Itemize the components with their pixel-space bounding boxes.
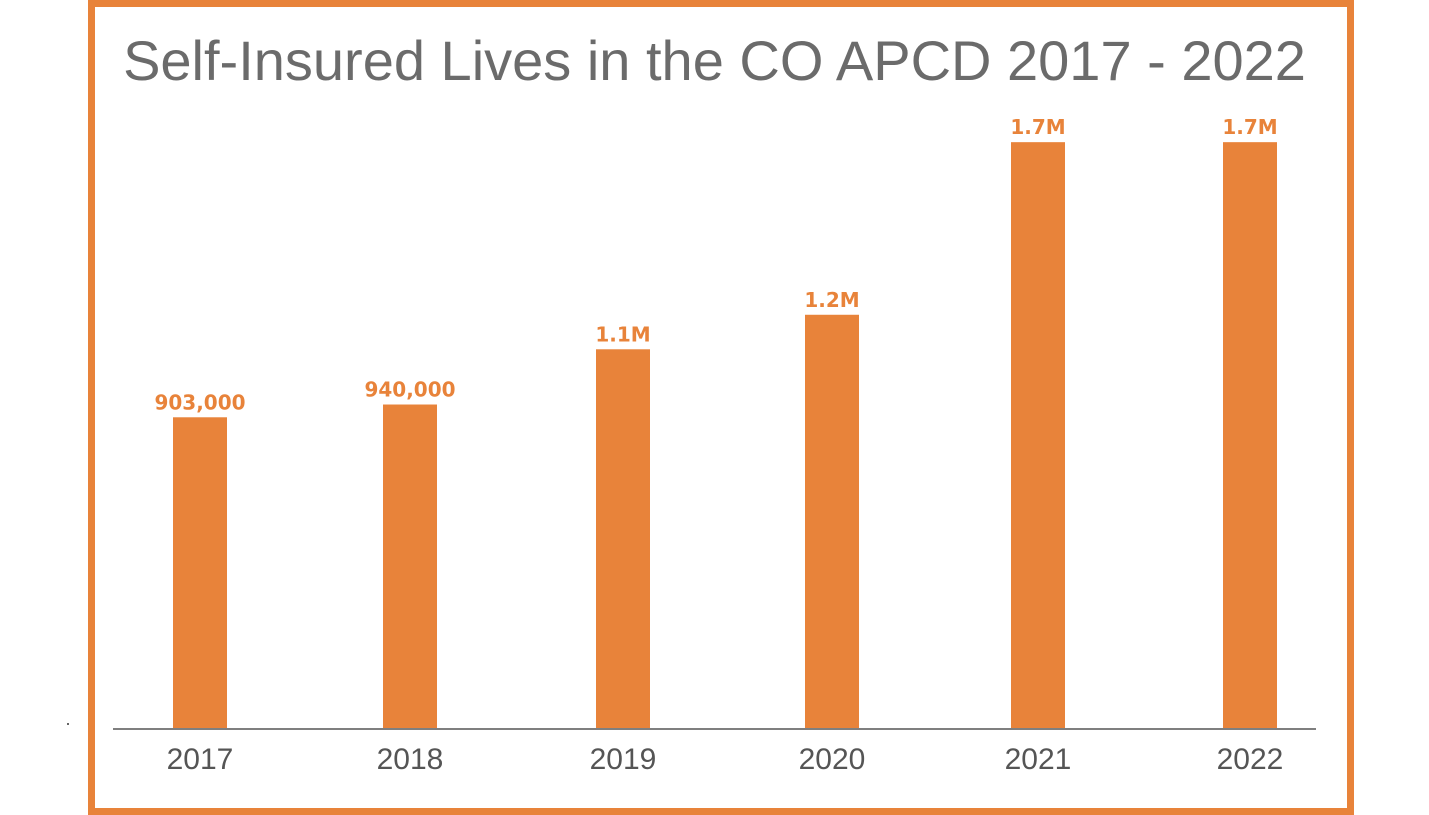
x-tick-label-2019: 2019 [590, 743, 657, 776]
bar-2021 [1011, 142, 1065, 730]
stray-dot [67, 723, 69, 725]
x-tick-label-2021: 2021 [1005, 743, 1072, 776]
data-label-2020: 1.2M [804, 288, 859, 312]
x-tick-labels-group: 2017 2018 2019 2020 2021 2022 [167, 743, 1284, 776]
bar-2017 [173, 417, 227, 729]
x-tick-label-2018: 2018 [377, 743, 444, 776]
data-label-2017: 903,000 [154, 390, 245, 414]
x-tick-label-2022: 2022 [1217, 743, 1284, 776]
chart-frame [88, 0, 1354, 815]
bar-2020 [805, 314, 859, 729]
bar-2019 [596, 349, 650, 729]
data-label-2018: 940,000 [364, 378, 455, 402]
x-tick-label-2017: 2017 [167, 743, 234, 776]
bar-2018 [383, 404, 437, 729]
bars-group [173, 142, 1277, 730]
data-labels-group: 903,000 940,000 1.1M 1.2M 1.7M 1.7M [154, 115, 1277, 414]
bar-2022 [1223, 142, 1277, 730]
chart-title: Self-Insured Lives in the CO APCD 2017 -… [123, 29, 1306, 92]
x-tick-label-2020: 2020 [799, 743, 866, 776]
data-label-2021: 1.7M [1010, 115, 1065, 139]
data-label-2022: 1.7M [1222, 115, 1277, 139]
data-label-2019: 1.1M [595, 322, 650, 346]
